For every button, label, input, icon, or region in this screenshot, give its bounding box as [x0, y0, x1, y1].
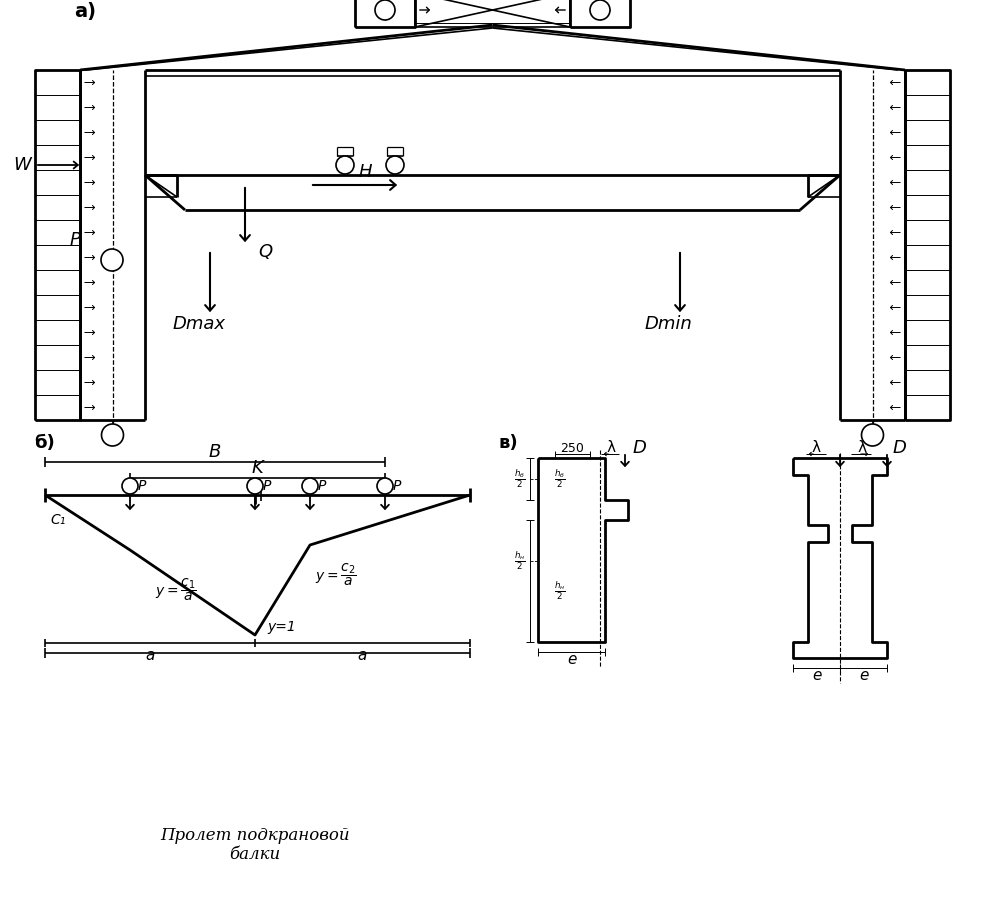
Text: $\frac{h_н}{2}$: $\frac{h_н}{2}$: [555, 580, 566, 602]
Text: D: D: [893, 439, 907, 457]
Text: $y=\dfrac{c_2}{a}$: $y=\dfrac{c_2}{a}$: [315, 561, 357, 589]
Text: а): а): [74, 3, 96, 22]
Circle shape: [302, 478, 318, 494]
Text: $\frac{h_б}{2}$: $\frac{h_б}{2}$: [514, 468, 526, 490]
Circle shape: [377, 478, 393, 494]
Text: P: P: [263, 479, 272, 493]
Text: Dmin: Dmin: [645, 315, 692, 333]
Text: λ: λ: [812, 440, 821, 456]
Text: W: W: [13, 156, 31, 174]
Text: λ: λ: [607, 440, 616, 456]
Text: K: K: [251, 459, 263, 477]
Text: λ: λ: [858, 440, 867, 456]
Text: P: P: [70, 231, 81, 249]
Text: $\frac{h_н}{2}$: $\frac{h_н}{2}$: [514, 550, 526, 572]
Text: B: B: [209, 443, 222, 461]
Text: C₁: C₁: [50, 513, 65, 527]
Text: H: H: [359, 163, 371, 181]
Text: $y=\dfrac{c_1}{a}$: $y=\dfrac{c_1}{a}$: [155, 577, 197, 603]
Circle shape: [101, 424, 123, 446]
Circle shape: [247, 478, 263, 494]
Text: P: P: [393, 479, 401, 493]
Text: 250: 250: [560, 441, 584, 454]
Text: Dmax: Dmax: [173, 315, 226, 333]
Text: a: a: [358, 648, 367, 662]
Text: a: a: [146, 648, 155, 662]
Circle shape: [336, 156, 354, 174]
Circle shape: [122, 478, 138, 494]
Circle shape: [386, 156, 404, 174]
Circle shape: [862, 424, 884, 446]
Text: e: e: [859, 669, 868, 683]
Text: P: P: [318, 479, 326, 493]
Text: в): в): [498, 434, 518, 452]
Text: б): б): [34, 434, 55, 452]
Text: Пролет подкрановой
балки: Пролет подкрановой балки: [161, 826, 350, 864]
Circle shape: [590, 0, 610, 20]
Text: Q: Q: [258, 243, 272, 261]
Text: e: e: [566, 652, 576, 668]
Text: $\frac{h_б}{2}$: $\frac{h_б}{2}$: [555, 468, 565, 490]
Text: y=1: y=1: [267, 620, 296, 634]
Text: P: P: [138, 479, 147, 493]
Text: D: D: [633, 439, 647, 457]
Circle shape: [375, 0, 395, 20]
Text: e: e: [812, 669, 821, 683]
Circle shape: [101, 249, 123, 271]
